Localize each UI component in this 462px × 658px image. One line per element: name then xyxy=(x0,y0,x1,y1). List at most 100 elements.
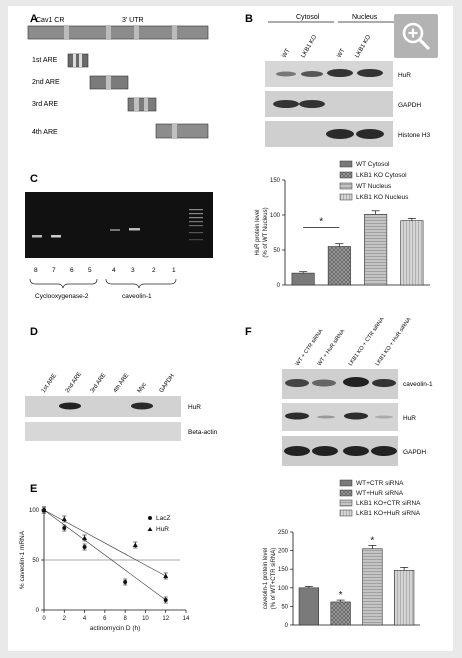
lane-d-1: 1st ARE xyxy=(41,373,58,394)
bar xyxy=(298,587,320,626)
lane-c-3: 6 xyxy=(70,267,74,274)
data-point-hur xyxy=(61,516,67,521)
bar xyxy=(291,272,315,286)
lane-d-4: 4th ARE xyxy=(113,373,131,394)
blot-f-cav1 xyxy=(282,369,398,399)
utr-label: 3' UTR xyxy=(122,17,144,24)
y-axis-label: HuR protein level xyxy=(255,209,261,255)
blot-b-histone xyxy=(265,121,393,147)
chart-b-quant: WT Cytosol LKB1 KO Cytosol WT Nucleus LKB1 … xyxy=(255,160,430,289)
blot-f-label-cav1: caveolin-1 xyxy=(403,381,433,388)
lane-d-5: Myc xyxy=(137,382,148,394)
lane-c-2: 7 xyxy=(52,267,56,274)
legend-marker-lacz xyxy=(148,516,152,520)
lane-c-6: 3 xyxy=(131,267,135,274)
y-tick-label: 150 xyxy=(278,567,289,573)
x-tick-label: 8 xyxy=(123,616,127,622)
blot-d-hur xyxy=(25,396,181,417)
data-point-hur xyxy=(163,573,169,578)
bar xyxy=(364,214,388,286)
legend-label: WT+HuR siRNA xyxy=(356,490,404,497)
are-construct-1 xyxy=(67,53,89,68)
panel-b-letter: B xyxy=(245,13,253,25)
y-tick-label: 100 xyxy=(270,213,281,219)
bar xyxy=(330,601,351,626)
legend-swatch xyxy=(339,479,353,487)
are-label-1: 1st ARE xyxy=(32,57,58,64)
y-tick-label: 200 xyxy=(278,549,289,555)
zoom-button[interactable] xyxy=(394,14,438,58)
cav1-cr-label: Cav1 CR xyxy=(36,17,64,24)
y-tick-label: 0 xyxy=(285,623,289,629)
x-tick-label: 6 xyxy=(103,616,107,622)
y-tick-label: 50 xyxy=(281,604,288,610)
data-point-lacz xyxy=(123,580,128,584)
blot-b-label-gapdh: GAPDH xyxy=(398,102,421,109)
lane-d-6: GAPDH xyxy=(159,373,176,394)
lane-d-2: 2nd ARE xyxy=(65,371,84,394)
are-label-2: 2nd ARE xyxy=(32,79,60,86)
group-cytosol: Cytosol xyxy=(296,14,320,21)
gel-image xyxy=(25,192,213,258)
are-label-4: 4th ARE xyxy=(32,129,58,136)
y-tick-label: 100 xyxy=(278,586,289,592)
y-tick-label: 100 xyxy=(29,508,40,514)
zoom-in-icon xyxy=(402,22,430,50)
data-point-lacz xyxy=(62,526,67,530)
are-construct-3 xyxy=(127,97,157,112)
panel-e-letter: E xyxy=(30,483,37,495)
legend-swatch xyxy=(339,489,353,497)
legend-label: LKB1 KO+HuR siRNA xyxy=(356,510,421,517)
blot-f-hur xyxy=(282,403,398,431)
legend-label: WT Nucleus xyxy=(356,183,392,190)
data-point-hur xyxy=(82,535,88,540)
bar xyxy=(327,246,351,286)
panel-c-letter: C xyxy=(30,173,38,185)
lane-c-7: 2 xyxy=(152,267,156,274)
data-point-hur xyxy=(132,542,138,547)
series-line xyxy=(43,509,166,601)
panel-f: F WT + CTR siRNA WT + HuR siRNA LKB1 KO … xyxy=(245,316,433,466)
are-label-3: 3rd ARE xyxy=(32,101,58,108)
legend-marker-hur xyxy=(147,527,153,531)
significance-star: * xyxy=(319,217,323,228)
x-tick-label: 10 xyxy=(142,616,149,622)
significance-star: * xyxy=(370,535,374,546)
x-tick-label: 0 xyxy=(42,616,46,622)
legend-swatch xyxy=(339,499,353,507)
blot-b-label-hur: HuR xyxy=(398,72,411,79)
legend-swatch xyxy=(339,182,353,190)
bar xyxy=(362,548,383,626)
blot-b-label-histone: Histone H3 xyxy=(398,132,431,139)
legend-swatch xyxy=(339,160,353,168)
lane-b-3: WT xyxy=(337,48,347,59)
x-tick-label: 14 xyxy=(183,616,190,622)
are-construct-4 xyxy=(155,123,209,139)
group-nucleus: Nucleus xyxy=(352,14,378,21)
chart-e-decay: 0 50 100 0 2 4 6 8 10 12 14 actinomycin D (h) % cave… xyxy=(19,506,190,632)
blot-f-label-gapdh: GAPDH xyxy=(403,449,426,456)
y-axis-label: caveolin-1 protein level xyxy=(263,548,269,609)
chart-f-quant: WT+CTR siRNA WT+HuR siRNA LKB1 KO+CTR siRN… xyxy=(263,479,421,629)
legend-label: WT Cytosol xyxy=(356,161,390,168)
y-tick-label: 150 xyxy=(270,178,281,184)
legend-label: WT+CTR siRNA xyxy=(356,480,404,487)
blot-b-hur xyxy=(265,61,393,87)
x-tick-label: 2 xyxy=(63,616,67,622)
blot-d-label-hur: HuR xyxy=(188,404,201,411)
y-tick-label: 50 xyxy=(32,558,39,564)
x-tick-label: 4 xyxy=(83,616,87,622)
legend-swatch xyxy=(339,171,353,179)
x-tick-label: 12 xyxy=(162,616,169,622)
significance-star: * xyxy=(339,590,343,601)
lane-c-8: 1 xyxy=(172,267,176,274)
y-axis-label: % caveolin-1 mRNA xyxy=(19,530,26,589)
lane-c-4: 5 xyxy=(88,267,92,274)
lane-b-2: LKB1 KO xyxy=(301,34,319,59)
lane-d-3: 3rd ARE xyxy=(90,372,108,394)
group-cox2: Cyclooxygenase-2 xyxy=(35,293,89,300)
legend-swatch xyxy=(339,509,353,517)
x-axis-label: actinomycin D (h) xyxy=(90,625,141,632)
y-axis-label-2: (% of WT+CTR siRNA) xyxy=(271,548,277,610)
